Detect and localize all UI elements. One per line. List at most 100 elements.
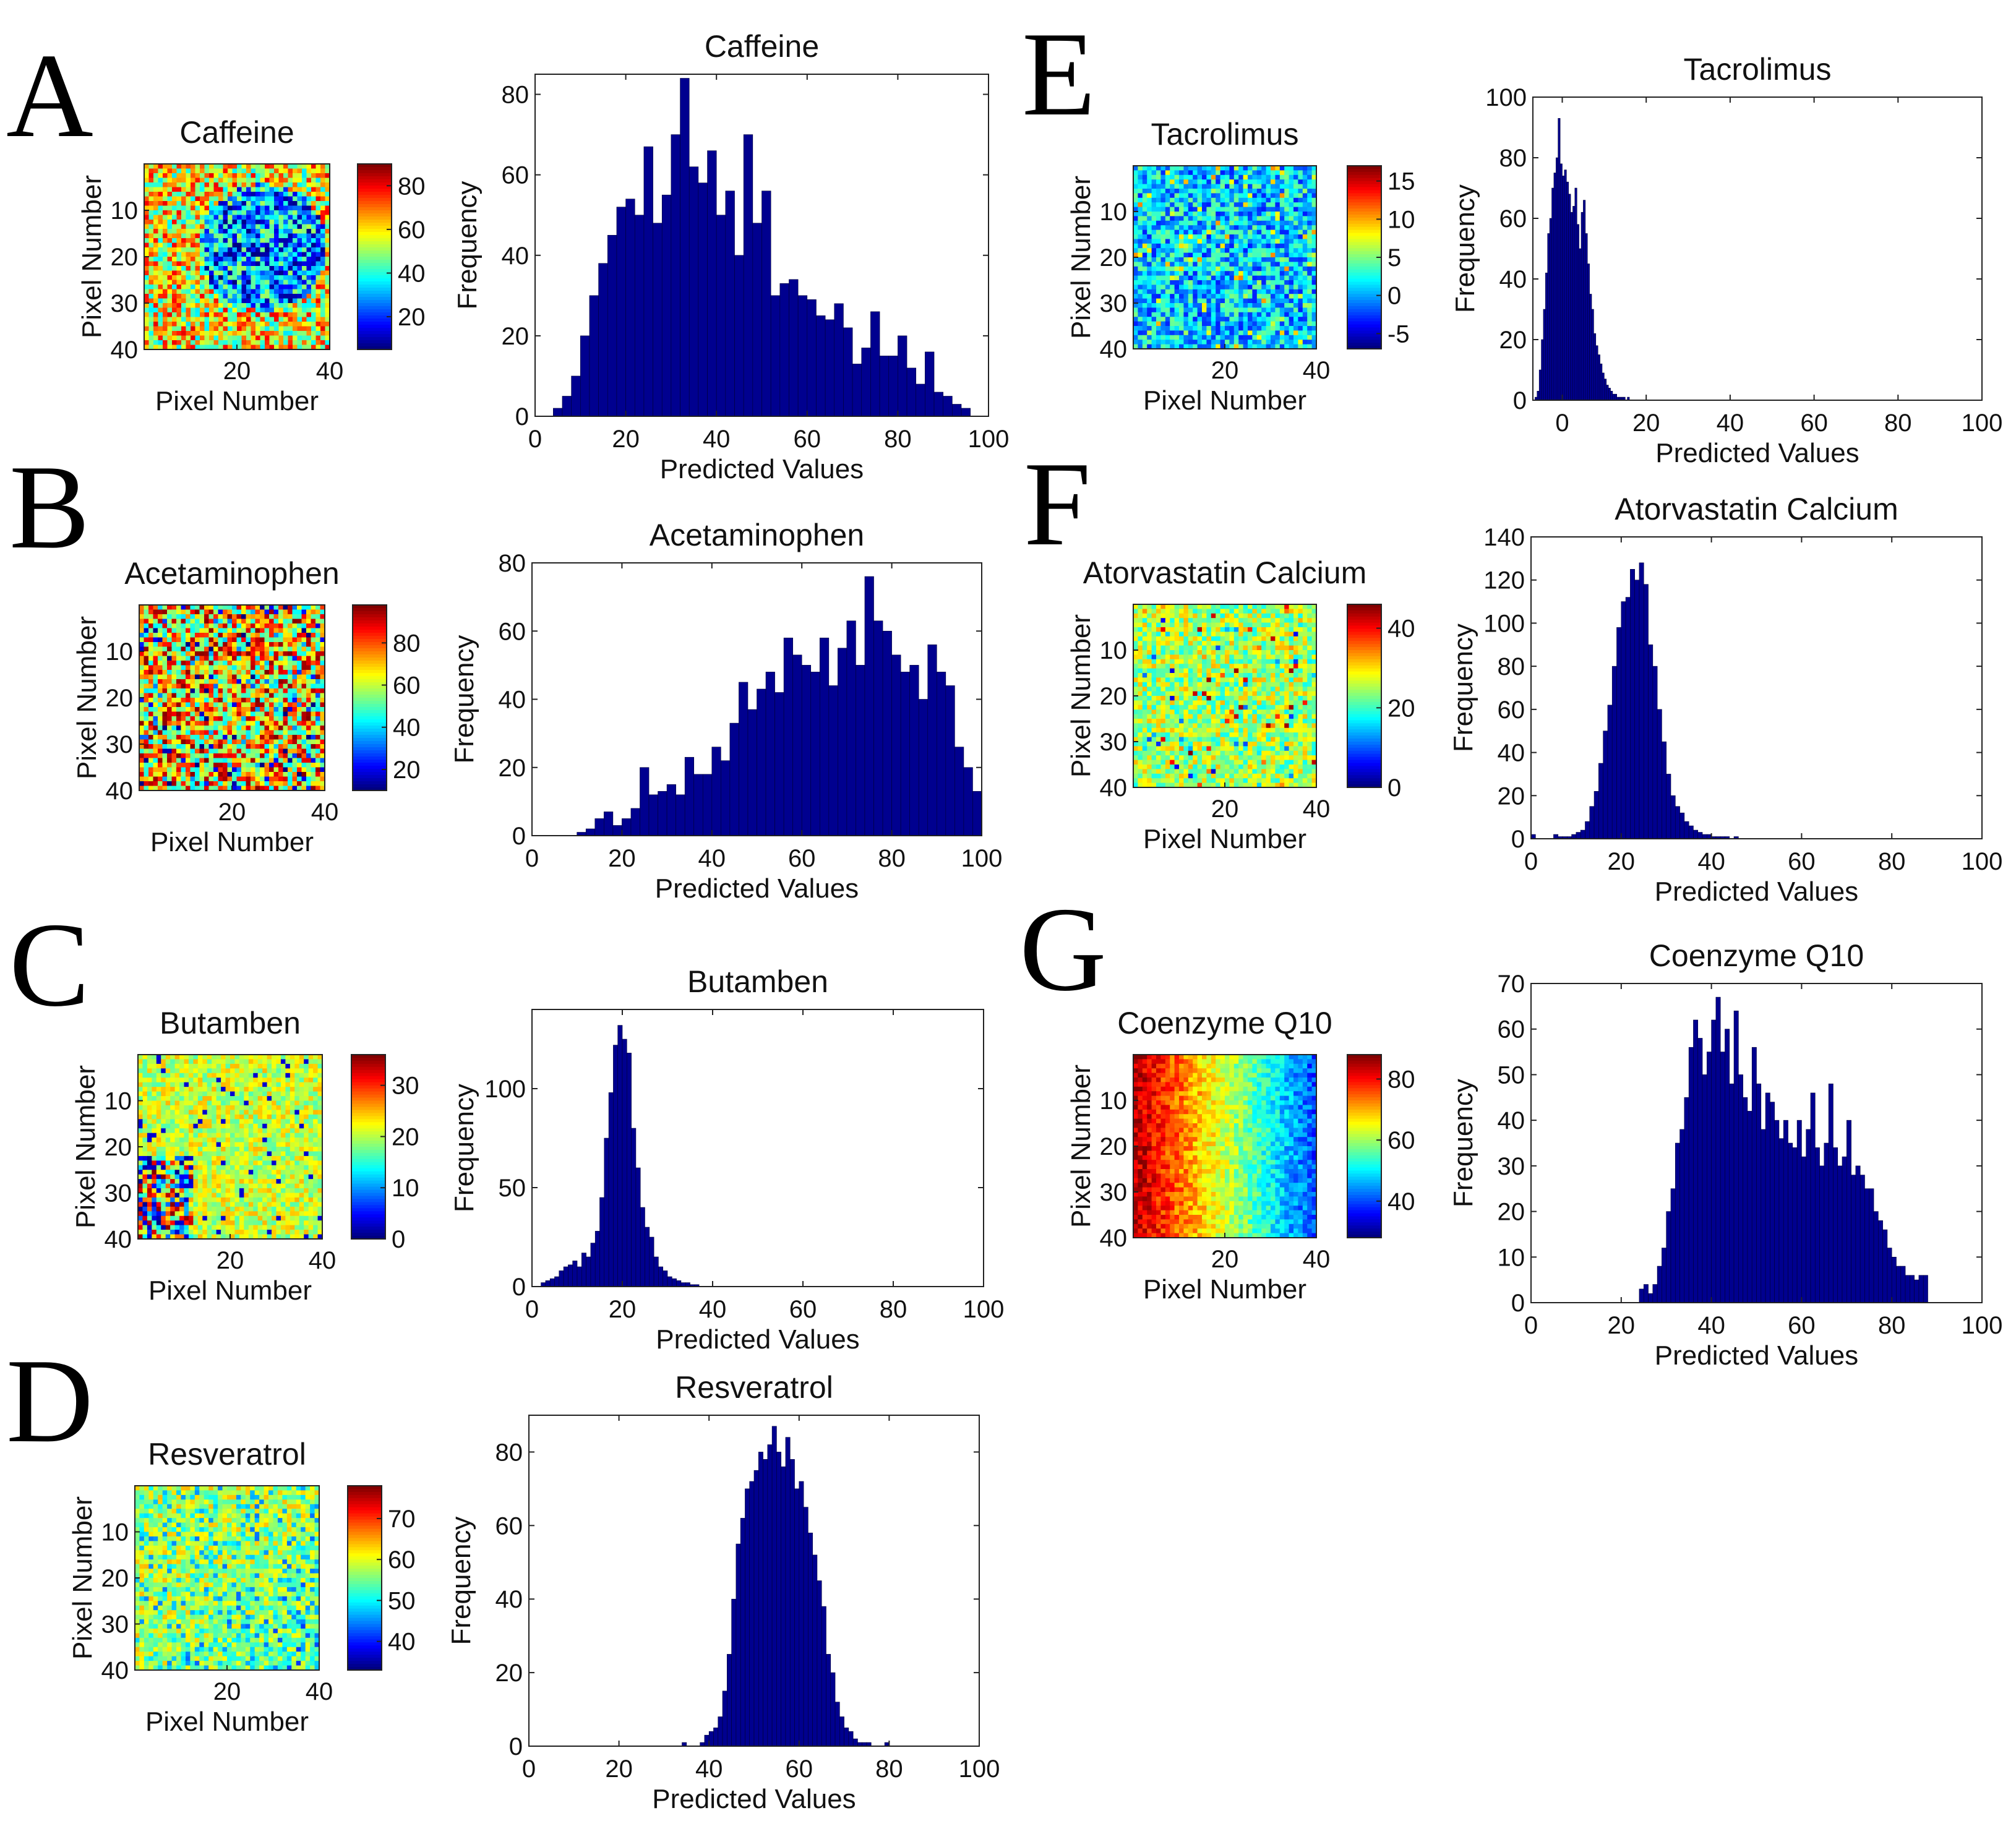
heatmap-cell	[195, 748, 200, 754]
heatmap-cell	[260, 679, 265, 685]
heatmap-cell	[218, 201, 224, 207]
heatmap-cell	[264, 730, 270, 735]
heatmap-cell	[308, 1110, 314, 1115]
heatmap-cell	[306, 623, 312, 629]
heatmap-cell	[236, 693, 242, 698]
heatmap-cell	[294, 1174, 300, 1180]
heatmap-cell	[207, 1211, 212, 1217]
heatmap-cell	[317, 1215, 323, 1221]
heatmap-cell	[260, 280, 265, 285]
heatmap-cell	[199, 646, 205, 652]
heatmap-cell	[308, 1091, 314, 1097]
heatmap-cell	[290, 1215, 295, 1221]
heatmap-cell	[301, 753, 307, 759]
heatmap-cell	[280, 1160, 286, 1166]
heatmap-cell	[232, 317, 238, 322]
heatmap-cell	[209, 312, 215, 318]
heatmap-cell	[158, 233, 163, 239]
heatmap-cell	[202, 1068, 208, 1074]
heatmap-cell	[297, 224, 302, 229]
heatmap-cell	[311, 707, 316, 713]
heatmap-cell	[236, 776, 242, 782]
heatmap-cell	[278, 298, 284, 304]
heatmap-cell	[320, 698, 325, 703]
heatmap-cell	[212, 1123, 217, 1129]
heatmap-cell	[147, 1119, 152, 1125]
heatmap-cell	[204, 781, 210, 787]
heatmap-cell	[290, 1073, 295, 1078]
heatmap-cell	[163, 294, 168, 299]
heatmap-cell	[255, 609, 260, 615]
heatmap-cell	[212, 1206, 217, 1212]
heatmap-cell	[209, 275, 215, 281]
colorbar-step	[353, 760, 387, 763]
heatmap-cell	[264, 707, 270, 713]
heatmap-cell	[246, 182, 252, 188]
heatmap-cell	[213, 661, 219, 666]
heatmap-cell	[285, 1225, 291, 1230]
heatmap-cell	[138, 1114, 144, 1120]
heatmap-cell	[293, 173, 298, 179]
heatmap-cell	[244, 1225, 249, 1230]
heatmap-cell	[156, 1091, 161, 1097]
heatmap-cell	[232, 674, 238, 680]
heatmap-cell	[234, 1206, 240, 1212]
heatmap-cell	[297, 776, 302, 782]
heatmap-cell	[246, 698, 251, 703]
heatmap-cell	[188, 1197, 194, 1202]
heatmap-cell	[278, 726, 284, 731]
heatmap-cell	[228, 294, 233, 299]
heatmap-cell	[223, 772, 228, 778]
heatmap-cell	[311, 164, 317, 169]
heatmap-cell	[239, 1197, 244, 1202]
heatmap-cell	[311, 605, 316, 611]
heatmap-cell	[253, 1128, 259, 1134]
heatmap-cell	[237, 331, 242, 336]
heatmap-cell	[144, 275, 150, 281]
heatmap-cell	[204, 758, 210, 763]
heatmap-cell	[228, 233, 233, 239]
heatmap-cell	[236, 753, 242, 759]
heatmap-cell	[147, 1114, 152, 1120]
heatmap-cell	[158, 192, 163, 197]
heatmap-cell	[221, 1183, 226, 1189]
heatmap-cell	[293, 303, 298, 309]
heatmap-cell	[227, 674, 233, 680]
heatmap-cell	[299, 1183, 304, 1189]
heatmap-cell	[184, 1119, 189, 1125]
heatmap-cell	[306, 702, 312, 708]
heatmap-cell	[234, 1087, 240, 1092]
heatmap-cell	[138, 1082, 144, 1087]
heatmap-cell	[186, 182, 191, 188]
heatmap-cell	[325, 192, 330, 197]
heatmap-cell	[306, 698, 312, 703]
heatmap-cell	[306, 242, 312, 248]
heatmap-cell	[174, 1193, 180, 1198]
heatmap-cell	[230, 1105, 236, 1110]
heatmap-cell	[218, 303, 224, 309]
heatmap-cell	[167, 326, 173, 332]
heatmap-cell	[165, 1119, 171, 1125]
heatmap-cell	[204, 298, 210, 304]
heatmap-cell	[163, 345, 168, 350]
heatmap-cell	[207, 1119, 212, 1125]
heatmap-cell	[147, 1220, 152, 1226]
heatmap-cell	[184, 1138, 189, 1143]
heatmap-cell	[325, 270, 330, 276]
heatmap-cell	[255, 168, 261, 174]
heatmap-cell	[153, 326, 159, 332]
heatmap-cell	[153, 683, 158, 689]
heatmap-cell	[297, 651, 302, 657]
heatmap-cell	[181, 758, 186, 763]
heatmap-cell	[181, 196, 187, 202]
heatmap-cell	[237, 201, 242, 207]
heatmap-cell	[232, 651, 238, 657]
heatmap-cell	[163, 270, 168, 276]
heatmap-cell	[221, 1055, 226, 1060]
heatmap-cell	[228, 242, 233, 248]
heatmap-cell	[306, 289, 312, 294]
heatmap-cell	[152, 1133, 157, 1138]
colorbar-step	[358, 319, 392, 322]
heatmap-cell	[181, 220, 187, 225]
heatmap-cell	[260, 661, 265, 666]
